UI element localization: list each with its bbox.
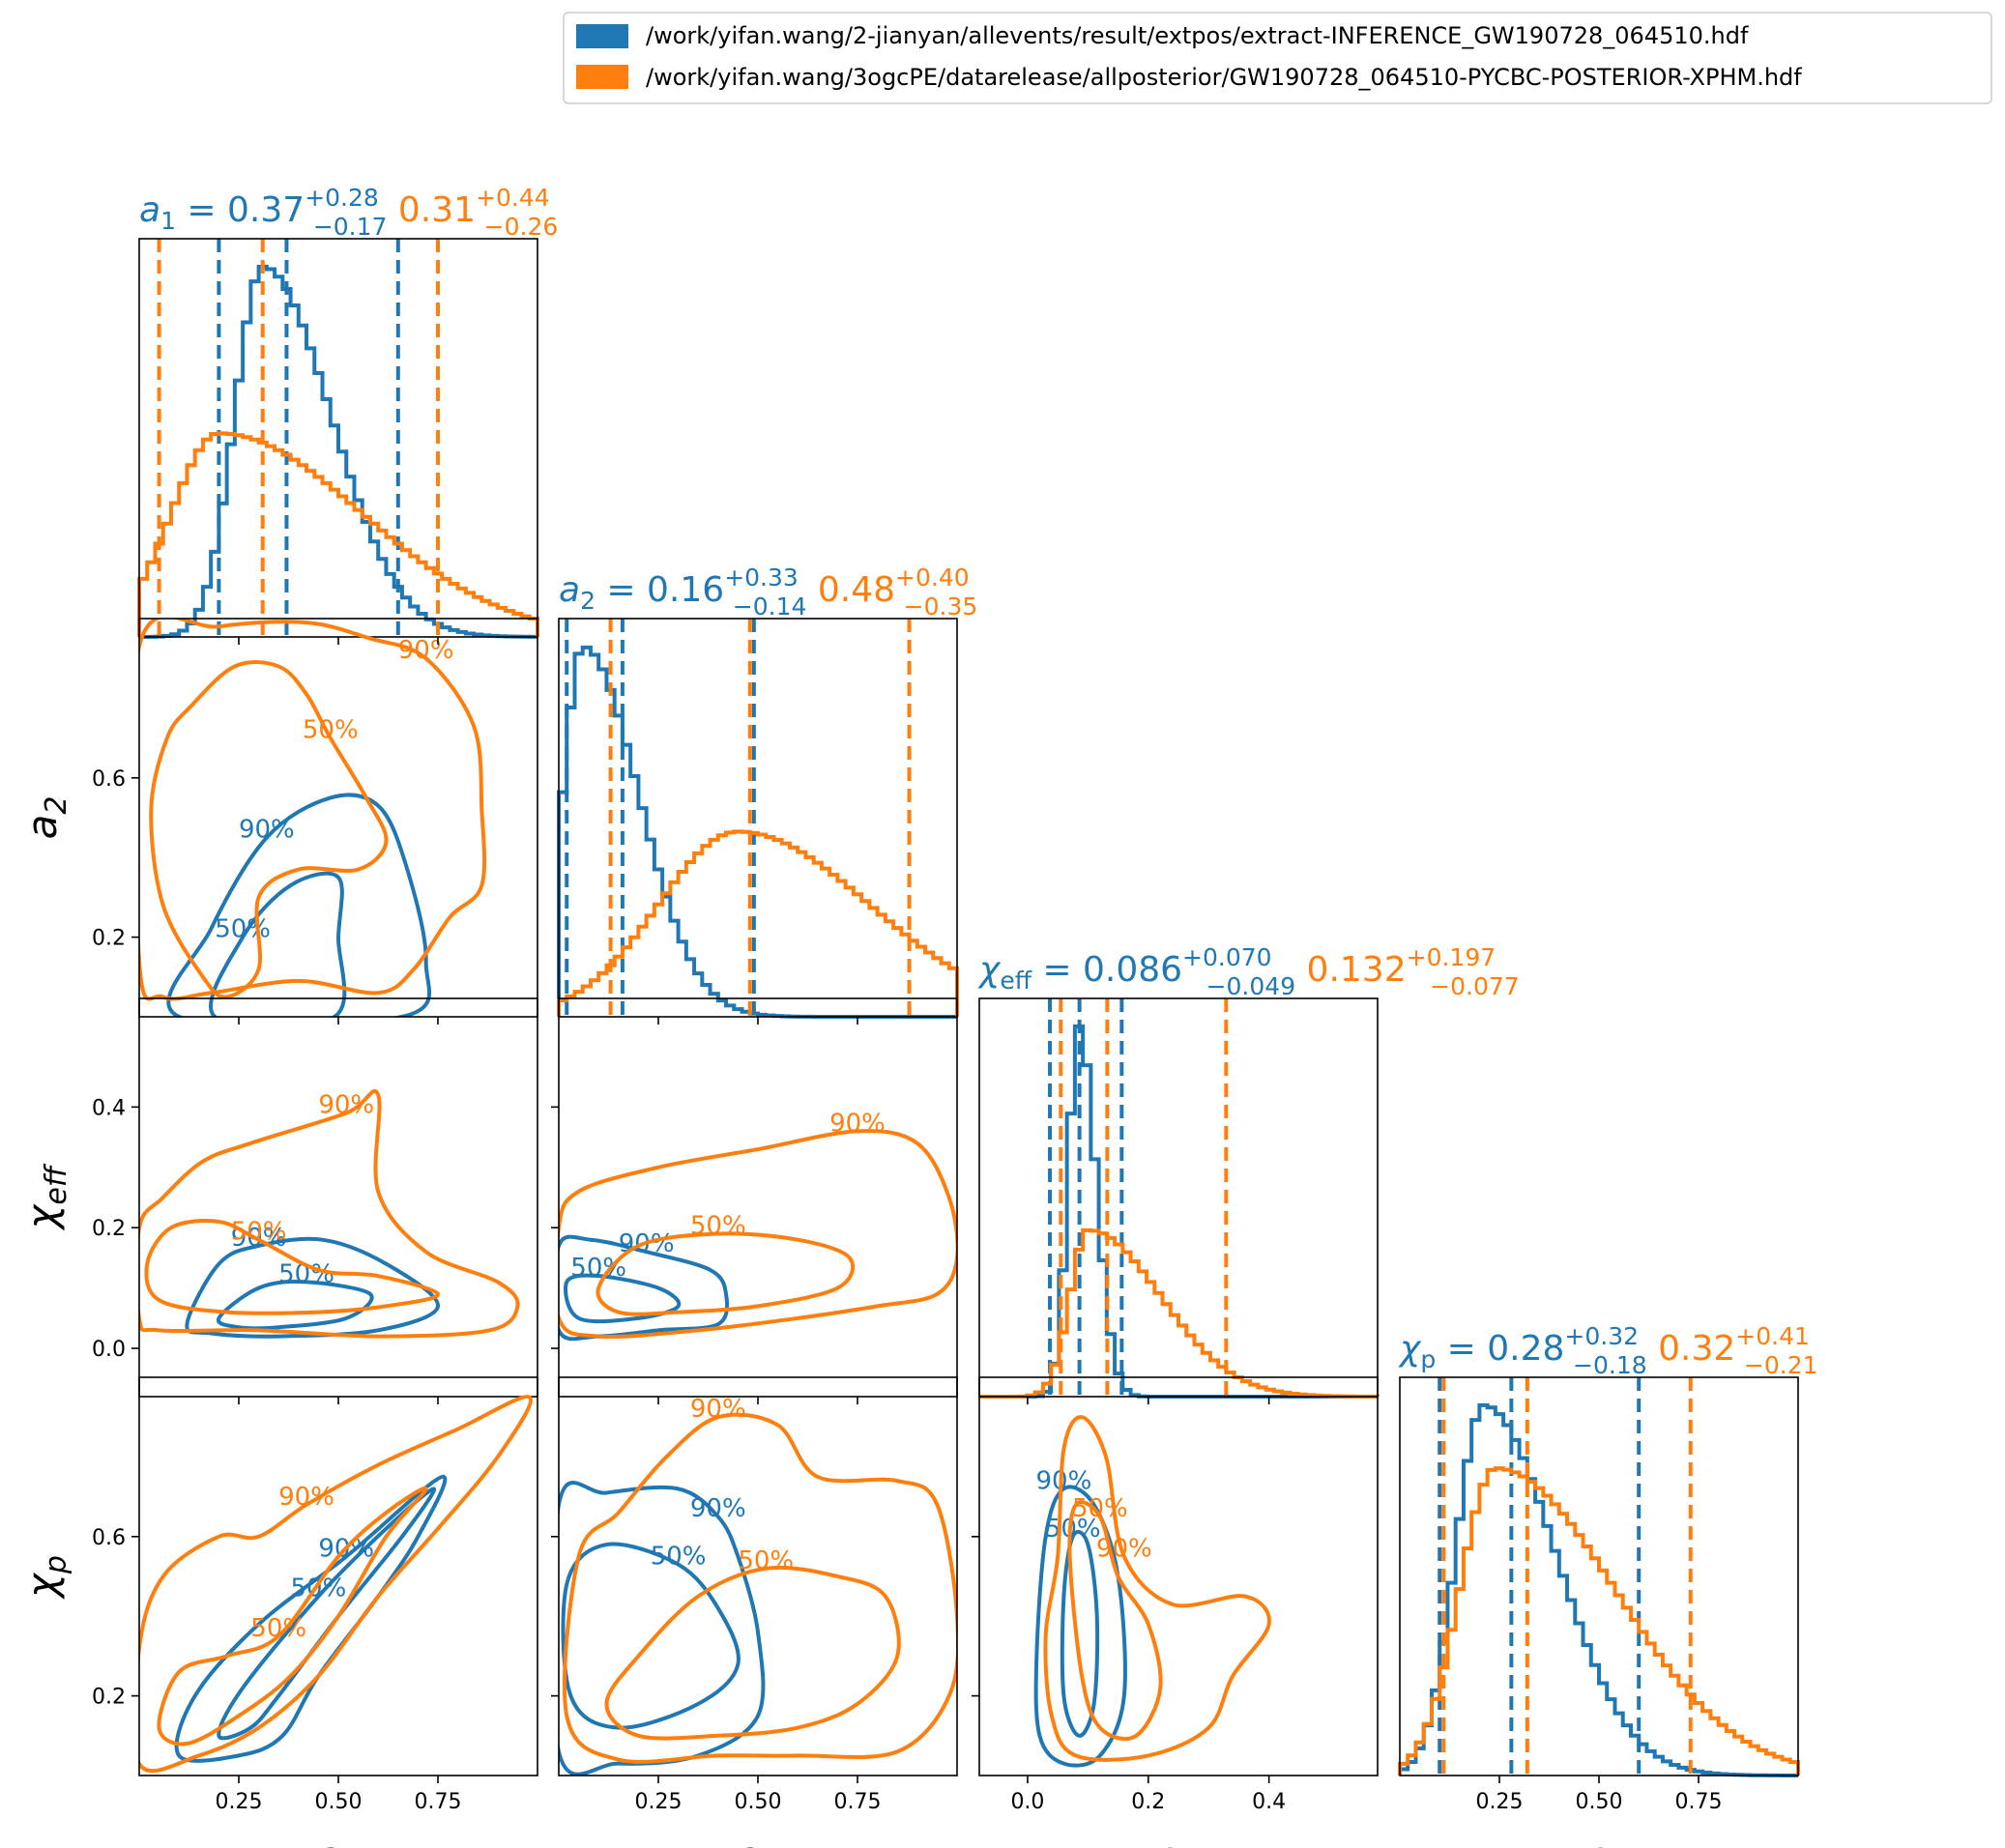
hist-series-2 (557, 829, 959, 1017)
hist-panel-chi_p: χp = 0.28+0.32 −0.18 0.32+0.41 −0.21 (1398, 1322, 1818, 1777)
contour-90pct-series-1 (174, 1475, 448, 1763)
contour-50pct-series-2 (157, 1486, 428, 1747)
contour-label: 50% (231, 1218, 287, 1247)
legend-swatch-series-1 (576, 24, 628, 48)
hist-series-2 (1398, 1466, 1800, 1776)
hist-series-1 (137, 264, 539, 639)
contour-90pct-series-1 (559, 1481, 766, 1776)
hist-title-chi_eff: χeff = 0.086+0.070 −0.049 0.132+0.197 −0.0… (977, 943, 1520, 1000)
x-tick-label: 0.25 (1476, 1790, 1524, 1814)
contour-50pct-series-2 (149, 660, 389, 999)
y-tick-label: 0.6 (92, 1526, 126, 1550)
contour-label: 90% (239, 816, 295, 845)
x-tick-label: 0.50 (315, 1790, 363, 1814)
contour-label: 50% (1072, 1494, 1128, 1523)
hist-title-a1: a1 = 0.37+0.28 −0.17 0.31+0.44 −0.26 (139, 184, 558, 241)
contour-90pct-series-2 (139, 619, 487, 1001)
contour-50pct-series-2 (604, 1565, 901, 1741)
x-tick-label: 0.75 (1675, 1790, 1723, 1814)
contour-label: 90% (690, 1494, 746, 1523)
contour-50pct-series-1 (563, 1273, 682, 1324)
contour-label: 50% (690, 1211, 746, 1240)
y-tick-label: 0.2 (92, 1686, 126, 1710)
y-tick-label: 0.4 (92, 1096, 126, 1120)
x-tick-label: 0.50 (1576, 1790, 1623, 1814)
x-tick-label: 0.2 (1131, 1790, 1165, 1814)
contour-90pct-series-1 (166, 793, 431, 1017)
y-tick-label: 0.6 (92, 767, 126, 792)
contour-50pct-series-2 (596, 1231, 856, 1316)
legend-label-series-1: /work/yifan.wang/2-jianyan/allevents/res… (646, 22, 1749, 49)
hist-title-chi_p: χp = 0.28+0.32 −0.18 0.32+0.41 −0.21 (1398, 1322, 1818, 1379)
contour-panel-a1-vs-chi_eff: 90%50%90%50% (138, 997, 538, 1398)
contour-50pct-series-1 (216, 1280, 374, 1331)
contour-panel-a2-vs-chi_p: 90% 50% 90% 50% (558, 1376, 958, 1776)
hist-title-a2: a2 = 0.16+0.33 −0.14 0.48+0.40 −0.35 (559, 563, 977, 621)
contour-label: 90% (1096, 1534, 1152, 1563)
contour-50pct-series-1 (561, 1542, 741, 1730)
x-tick-label: 0.0 (1010, 1790, 1044, 1814)
contour-90pct-series-2 (1043, 1415, 1271, 1762)
x-tick-label: 0.75 (415, 1790, 462, 1814)
contour-label: 90% (829, 1109, 886, 1138)
x-tick-label: 0.25 (635, 1790, 683, 1814)
y-tick-label: 0.2 (92, 927, 126, 951)
contour-50pct-series-1 (217, 1487, 436, 1741)
contour-50pct-series-2 (1067, 1500, 1163, 1741)
contour-label: 50% (738, 1546, 794, 1575)
contour-90pct-series-2 (139, 1088, 520, 1339)
contour-90pct-series-2 (563, 1412, 957, 1764)
legend-swatch-series-2 (576, 65, 628, 89)
contour-label: 90% (1035, 1466, 1091, 1495)
y-tick-label: 0.2 (92, 1217, 126, 1241)
contour-90pct-series-1 (559, 1234, 730, 1342)
y-tick-label: 0.0 (92, 1338, 126, 1362)
x-tick-label: 0.50 (735, 1790, 782, 1814)
hist-panel-chi_eff: χeff = 0.086+0.070 −0.049 0.132+0.197 −0.0… (977, 943, 1520, 1399)
contour-label: 50% (215, 915, 271, 944)
contour-panel-a1-vs-a2: 90% 50% 90% 50% (138, 618, 538, 1018)
contour-label: 90% (278, 1483, 334, 1512)
contour-90pct-series-1 (185, 1236, 440, 1339)
contour-50pct-series-1 (1060, 1529, 1100, 1738)
contour-90pct-series-1 (1033, 1485, 1127, 1768)
legend-label-series-2: /work/yifan.wang/3ogcPE/datarelease/allp… (646, 64, 1802, 91)
contour-label: 50% (651, 1543, 707, 1572)
hist-frame (978, 997, 1379, 1398)
hist-panel-a1: a1 = 0.37+0.28 −0.17 0.31+0.44 −0.26 (137, 184, 558, 639)
contour-label: 90% (690, 1395, 746, 1424)
hist-series-2 (979, 1227, 1380, 1399)
hist-series-1 (1398, 1402, 1800, 1777)
contour-50pct-series-2 (144, 1219, 441, 1315)
contour-label: 50% (303, 716, 359, 745)
contour-panel-chi_eff-vs-chi_p: 90%50%90%50% (978, 1376, 1379, 1776)
y-axis-label-a2: a2 (18, 796, 73, 840)
hist-series-2 (137, 431, 539, 637)
contour-label: 50% (250, 1614, 306, 1643)
contour-frame (978, 1376, 1379, 1776)
contour-label: 90% (318, 1091, 374, 1120)
contour-label: 50% (291, 1574, 347, 1603)
contour-90pct-series-2 (139, 1395, 533, 1774)
contour-50pct-series-1 (208, 871, 347, 1017)
x-tick-label: 0.75 (834, 1790, 882, 1814)
legend: /work/yifan.wang/2-jianyan/allevents/res… (563, 12, 1992, 104)
x-tick-label: 0.4 (1252, 1790, 1286, 1814)
hist-panel-a2: a2 = 0.16+0.33 −0.14 0.48+0.40 −0.35 (557, 563, 977, 1019)
contour-label: 90% (398, 636, 454, 665)
x-tick-label: 0.25 (216, 1790, 263, 1814)
